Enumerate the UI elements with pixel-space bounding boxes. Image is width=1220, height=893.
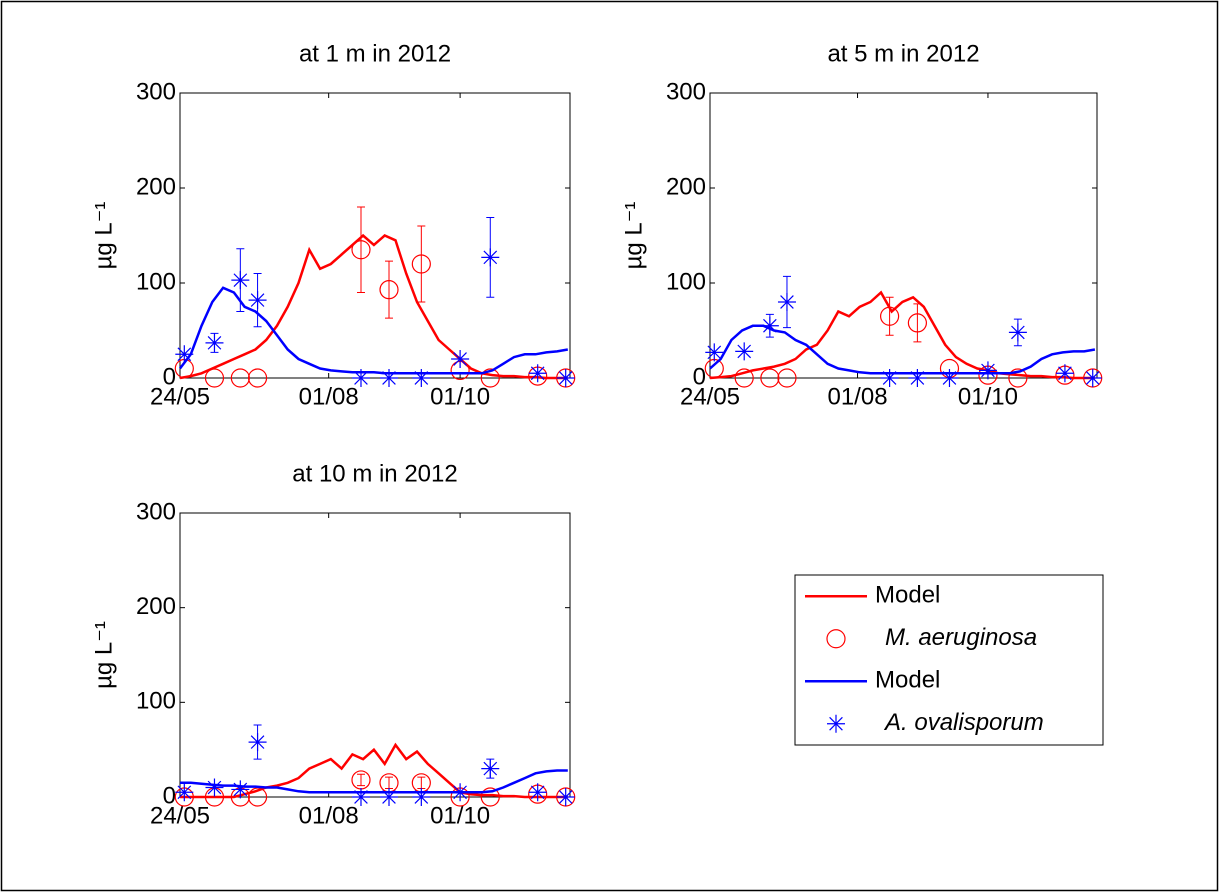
observation-star: [556, 788, 575, 806]
legend-label: M. aeruginosa: [885, 624, 1037, 651]
model-line: [179, 233, 568, 380]
y-tick-label: 100: [136, 268, 176, 295]
observation-star: [777, 293, 796, 311]
observation-star: [451, 783, 470, 802]
y-tick-label: 200: [136, 173, 176, 200]
observation-star: [528, 783, 547, 802]
observation-circle: [480, 787, 500, 807]
x-tick-label: 01/08: [299, 383, 359, 410]
x-tick-label: 24/05: [680, 383, 740, 410]
observation-star: [248, 733, 267, 752]
observation-star: [205, 778, 224, 797]
observation-star: [231, 780, 250, 799]
model-line: [179, 286, 569, 375]
axes-box: [709, 92, 1098, 379]
error-bar: [913, 303, 922, 343]
observation-star: [412, 788, 431, 806]
x-tick-label: 01/10: [958, 383, 1018, 410]
observation-star: [380, 788, 399, 806]
y-tick-label: 0: [163, 363, 176, 390]
legend-marker: [827, 714, 845, 733]
observation-circle: [1008, 368, 1028, 388]
observation-star: [556, 369, 575, 387]
model-line: [709, 290, 1095, 380]
observation-star: [705, 343, 724, 362]
observation-star: [205, 333, 224, 352]
legend-marker: [826, 629, 846, 649]
observation-star: [908, 369, 927, 387]
observation-circle: [351, 240, 371, 260]
legend-box: [794, 574, 1104, 746]
observation-star: [481, 759, 500, 778]
observation-star: [231, 271, 250, 290]
y-tick-label: 0: [163, 782, 176, 809]
observation-circle: [379, 280, 399, 300]
observation-circle: [880, 306, 900, 326]
observation-star: [978, 361, 997, 380]
observation-circle: [480, 368, 500, 388]
observation-star: [175, 345, 194, 364]
legend-label: Model: [875, 667, 940, 694]
y-tick-label: 300: [136, 78, 176, 105]
y-axis-label: µg L⁻¹: [90, 202, 117, 270]
x-tick-label: 01/10: [430, 802, 490, 829]
observation-circle: [907, 313, 927, 333]
x-tick-label: 24/05: [150, 383, 210, 410]
legend-label: A. ovalisporum: [883, 709, 1044, 736]
chart-title: at 5 m in 2012: [827, 40, 979, 67]
legend-label: Model: [875, 582, 940, 609]
x-tick-label: 01/08: [827, 383, 887, 410]
axes-box: [179, 512, 571, 798]
y-axis-label: µg L⁻¹: [620, 202, 647, 270]
error-bar: [385, 260, 394, 319]
observation-star: [528, 364, 547, 383]
y-tick-label: 200: [666, 173, 706, 200]
observation-star: [880, 369, 899, 387]
x-tick-label: 24/05: [150, 802, 210, 829]
error-bar: [356, 773, 365, 787]
observation-star: [412, 369, 431, 387]
observation-star: [248, 291, 267, 310]
error-bar: [417, 225, 426, 303]
observation-circle: [230, 368, 250, 388]
y-tick-label: 0: [693, 363, 706, 390]
observation-star: [451, 350, 470, 368]
observation-star: [175, 783, 194, 802]
observation-star: [760, 316, 779, 335]
observation-circle: [247, 368, 268, 388]
error-bar: [885, 296, 894, 336]
observation-star: [351, 788, 370, 806]
y-tick-label: 100: [666, 268, 706, 295]
observation-star: [1055, 364, 1074, 383]
x-tick-label: 01/08: [299, 802, 359, 829]
observation-star: [481, 248, 500, 267]
model-line: [180, 769, 568, 794]
observation-star: [1008, 323, 1027, 342]
axes-box: [179, 92, 571, 379]
observation-circle: [411, 254, 431, 274]
observation-star: [1083, 369, 1102, 387]
observation-star: [735, 342, 754, 361]
chart-title: at 1 m in 2012: [299, 40, 451, 67]
observation-circle: [760, 368, 780, 388]
y-axis-label: µg L⁻¹: [90, 621, 117, 689]
observation-star: [351, 369, 370, 387]
y-tick-label: 200: [136, 593, 176, 620]
x-tick-label: 01/10: [430, 383, 490, 410]
observation-star: [940, 369, 959, 387]
y-tick-label: 300: [666, 78, 706, 105]
chart-title: at 10 m in 2012: [292, 460, 457, 487]
observation-star: [380, 369, 399, 387]
error-bar: [356, 206, 365, 293]
observation-circle: [734, 368, 754, 388]
observation-circle: [204, 368, 225, 388]
observation-circle: [777, 368, 797, 388]
y-tick-label: 100: [136, 688, 176, 715]
y-tick-label: 300: [136, 498, 176, 525]
